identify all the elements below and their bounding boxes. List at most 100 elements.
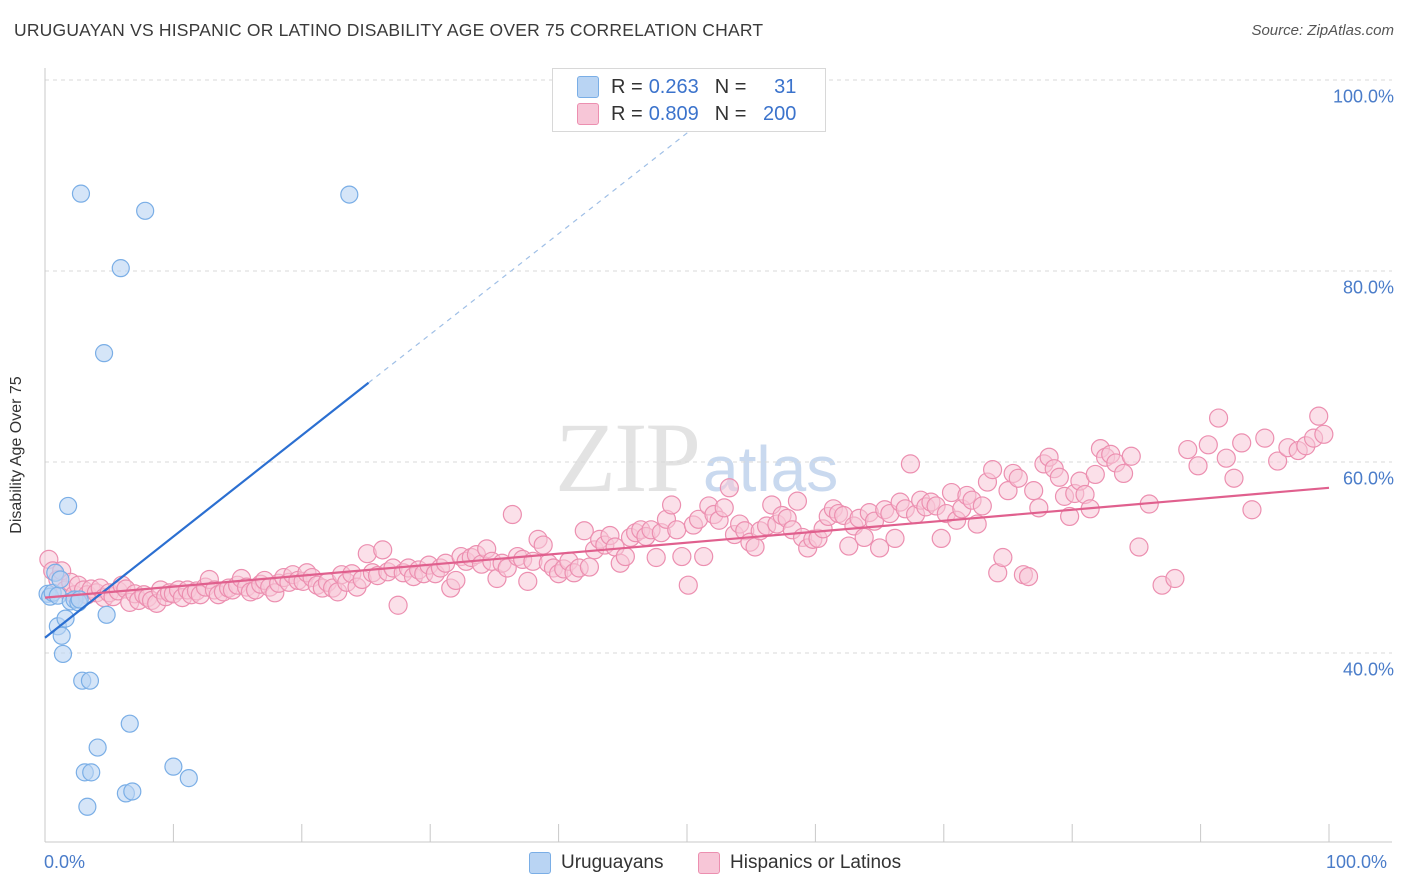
uruguayans-trend-extension	[368, 122, 701, 384]
hispanics-point	[1024, 481, 1044, 501]
hispanics-point	[787, 491, 808, 511]
source-label: Source: ZipAtlas.com	[1251, 22, 1394, 39]
hispanics-point	[972, 496, 992, 516]
hispanics-point	[574, 521, 594, 541]
hispanics-point	[615, 546, 635, 567]
uruguayans-point	[52, 626, 71, 645]
uruguayans-point	[82, 763, 101, 782]
hispanics-point	[502, 504, 522, 525]
legend-r-label: R =	[611, 75, 643, 98]
hispanics-point	[1188, 456, 1208, 476]
hispanics-point	[1129, 537, 1149, 557]
zipatlas-watermark: ZIPatlas	[555, 400, 838, 515]
hispanics-point	[931, 528, 951, 549]
correlation-legend: R = 0.263 N = 31 R = 0.809 N = 200	[552, 68, 826, 132]
hispanics-point	[373, 540, 393, 560]
uruguayans-point	[88, 738, 107, 757]
chart-title: URUGUAYAN VS HISPANIC OR LATINO DISABILI…	[14, 20, 764, 40]
hispanics-point	[745, 537, 765, 557]
legend-n-label: N =	[714, 102, 747, 125]
hispanics-point	[446, 570, 466, 591]
legend-row-hispanics: R = 0.809 N = 200	[577, 102, 796, 126]
hispanics-point	[1255, 428, 1275, 448]
legend-label-hispanics: Hispanics or Latinos	[730, 852, 902, 873]
hispanics-point	[854, 527, 874, 548]
axes	[44, 68, 1392, 843]
hispanics-point	[646, 547, 666, 568]
uruguayans-point	[97, 605, 116, 624]
hispanics-point	[1049, 467, 1069, 487]
legend-r-value: 0.263	[648, 75, 699, 98]
uruguayans-point	[111, 259, 130, 278]
hispanics-point	[533, 535, 553, 555]
grid-lines	[45, 79, 1392, 654]
hispanics-point	[1268, 451, 1288, 471]
y-tick-80: 80.0%	[1342, 277, 1394, 298]
hispanics-point	[1232, 433, 1252, 453]
legend-item-uruguayans[interactable]: Uruguayans	[529, 852, 663, 874]
uruguayans-trend-line	[44, 381, 370, 639]
uruguayans-point	[71, 184, 91, 203]
y-tick-100: 100.0%	[1332, 86, 1394, 107]
hispanics-point	[1008, 468, 1028, 488]
y-tick-60: 60.0%	[1342, 468, 1394, 489]
uruguayans-point	[136, 201, 155, 220]
hispanics-point	[1314, 424, 1334, 444]
uruguayans-point	[179, 769, 198, 788]
hispanics-point	[694, 546, 714, 567]
x-tick-0: 0.0%	[44, 852, 86, 872]
hispanics-point	[672, 546, 692, 567]
hispanics-point	[678, 575, 698, 595]
hispanics-point	[661, 495, 682, 515]
uruguayans-point	[78, 797, 97, 816]
legend-swatch-pink	[577, 103, 599, 125]
hispanics-point	[1178, 439, 1198, 460]
hispanics-point	[1165, 568, 1185, 589]
hispanics-point	[885, 528, 905, 549]
hispanics-point	[839, 536, 859, 556]
series-legend: Uruguayans Hispanics or Latinos	[0, 852, 1406, 878]
x-tick-100: 100.0%	[1326, 852, 1388, 872]
legend-n-value: 200	[763, 102, 797, 125]
legend-r-label: R =	[611, 102, 643, 125]
legend-swatch-blue	[529, 852, 551, 874]
hispanics-point	[667, 520, 687, 540]
hispanics-point	[967, 514, 987, 534]
watermark-zip: ZIP	[555, 402, 701, 513]
hispanics-point	[1224, 468, 1244, 488]
hispanics-point	[1060, 506, 1080, 527]
legend-swatch-blue	[577, 76, 599, 98]
uruguayans-points	[38, 184, 359, 816]
uruguayans-point	[123, 782, 142, 801]
hispanics-points	[39, 406, 1334, 615]
legend-r-value: 0.809	[648, 102, 699, 125]
uruguayans-point	[164, 757, 183, 776]
uruguayans-point	[94, 344, 114, 363]
trend-lines	[44, 122, 1330, 639]
uruguayans-point	[56, 609, 75, 628]
uruguayans-point	[120, 714, 139, 733]
hispanics-point	[719, 478, 739, 498]
uruguayans-point	[80, 671, 100, 690]
hispanics-point	[869, 538, 890, 558]
hispanics-point	[1018, 566, 1039, 587]
hispanics-point	[518, 571, 538, 591]
legend-label-uruguayans: Uruguayans	[561, 852, 664, 873]
hispanics-point	[1121, 446, 1141, 466]
hispanics-point	[1113, 463, 1134, 484]
hispanics-point	[1208, 408, 1229, 428]
legend-n-value: 31	[774, 75, 797, 98]
hispanics-point	[388, 595, 408, 615]
legend-row-uruguayans: R = 0.263 N = 31	[577, 75, 796, 99]
uruguayans-point	[51, 570, 70, 589]
hispanics-point	[982, 460, 1003, 480]
uruguayans-point	[340, 185, 359, 204]
y-tick-40: 40.0%	[1342, 659, 1394, 680]
hispanics-point	[1198, 435, 1218, 455]
legend-item-hispanics[interactable]: Hispanics or Latinos	[698, 852, 901, 874]
hispanics-point	[998, 481, 1018, 501]
hispanics-trend-line	[44, 486, 1330, 599]
hispanics-point	[714, 498, 734, 518]
hispanics-point	[900, 454, 921, 474]
